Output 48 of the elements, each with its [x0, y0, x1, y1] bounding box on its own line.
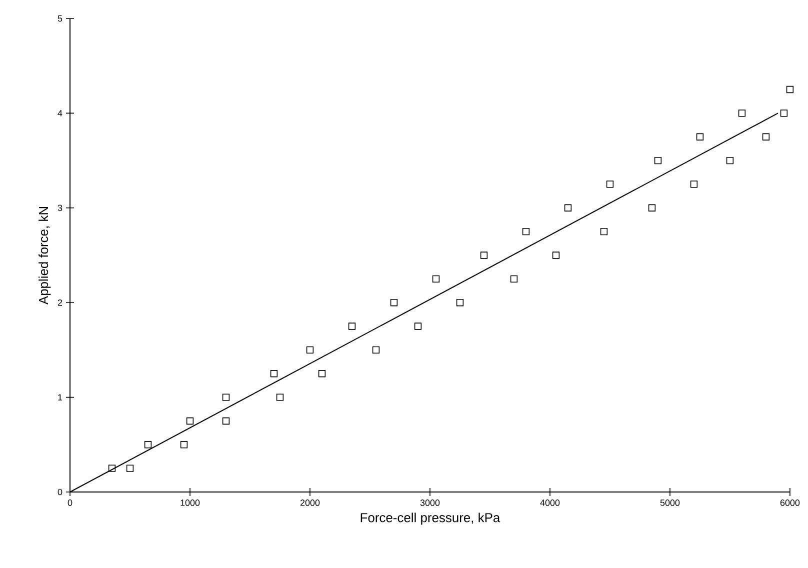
point [600, 228, 608, 236]
point [762, 133, 770, 140]
point [222, 417, 230, 425]
point [690, 180, 698, 188]
point [564, 204, 572, 212]
point [108, 464, 116, 472]
y-axis-title: Applied force, kN [38, 207, 51, 305]
point [606, 180, 614, 188]
y-tick-label: 2 [58, 299, 62, 306]
point [180, 441, 188, 448]
point [456, 299, 464, 306]
point [306, 346, 314, 354]
point [552, 252, 560, 259]
x-tick-label: 3000 [420, 500, 440, 506]
point [726, 156, 734, 164]
point [648, 204, 656, 212]
point [276, 394, 284, 401]
x-tick-label: 6000 [780, 500, 800, 506]
y-tick-label: 0 [58, 488, 62, 496]
point [372, 346, 380, 354]
point [222, 394, 230, 401]
y-tick-label: 4 [58, 110, 62, 116]
point [738, 110, 746, 117]
point [696, 133, 704, 140]
point [144, 441, 152, 448]
point [390, 299, 398, 306]
point [126, 464, 134, 472]
point [480, 252, 488, 259]
point [414, 322, 422, 330]
x-tick-label: 4000 [540, 500, 560, 506]
y-tick-label: 1 [58, 394, 62, 400]
point [270, 370, 278, 378]
x-tick-label: 0 [68, 500, 72, 506]
point [786, 86, 794, 94]
point [432, 275, 440, 283]
point [318, 370, 326, 378]
x-axis-title: Force-cell pressure, kPa [360, 512, 500, 525]
point [348, 322, 356, 330]
point [654, 156, 662, 164]
y-tick-label: 5 [58, 15, 62, 22]
point [522, 228, 530, 236]
x-tick-label: 2000 [300, 500, 320, 506]
point [510, 275, 518, 283]
x-tick-label: 1000 [180, 500, 200, 506]
x-tick-label: 5000 [660, 500, 680, 506]
point [780, 110, 788, 117]
y-tick-label: 3 [58, 204, 62, 212]
point [186, 417, 194, 425]
